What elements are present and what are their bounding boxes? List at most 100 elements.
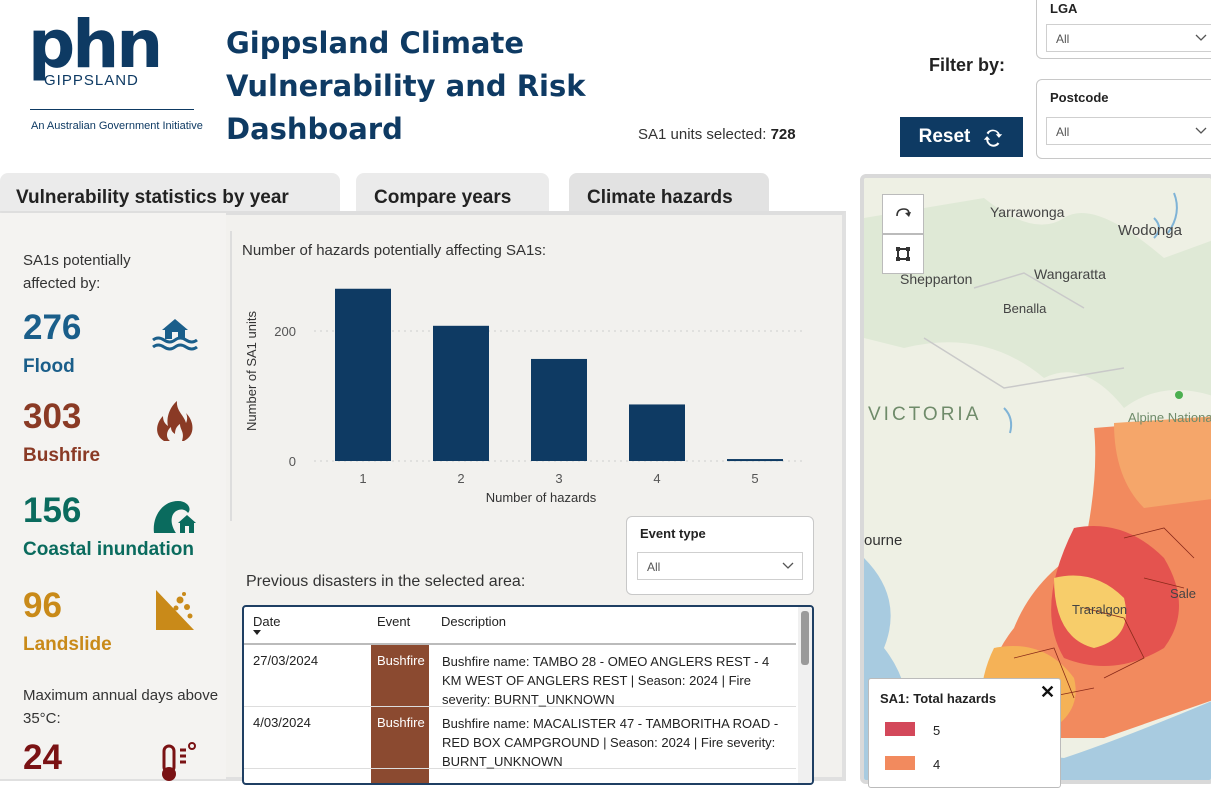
reset-label: Reset <box>918 126 971 147</box>
tab-climate-hazards[interactable]: Climate hazards <box>569 173 769 215</box>
column-date[interactable]: Date <box>253 614 281 629</box>
event-type-dropdown[interactable]: All <box>637 552 803 580</box>
event-type-title: Event type <box>640 526 706 541</box>
y-axis-label: Number of SA1 units <box>244 311 259 431</box>
row-description: Bushfire name: MACALISTER 47 - TAMBORITH… <box>442 716 779 769</box>
lga-title: LGA <box>1050 1 1078 16</box>
x-tick-label: 5 <box>751 471 758 486</box>
sa1-value: 728 <box>770 126 796 143</box>
coastal-label: Coastal inundation <box>23 539 194 560</box>
map-select-tool-button[interactable] <box>882 234 924 274</box>
map-legend: SA1: Total hazards ✕ 5 4 <box>868 678 1061 788</box>
y-tick-label: 0 <box>289 454 296 469</box>
map-label-traralgon: Traralgon <box>1072 602 1128 617</box>
bar-5 <box>727 459 783 462</box>
row-event-badge: Bushfire <box>371 645 429 706</box>
coastal-count: 156 <box>23 491 82 530</box>
filter-by-label: Filter by: <box>929 55 1006 75</box>
table-row[interactable] <box>244 769 796 783</box>
x-tick-label: 4 <box>653 471 660 486</box>
chevron-down-icon <box>1195 34 1207 41</box>
page-title: Gippsland Climate Vulnerability and Risk… <box>226 26 586 146</box>
postcode-title: Postcode <box>1050 90 1109 105</box>
map-label-shepparton: Shepparton <box>900 271 973 287</box>
rectangle-select-icon <box>896 247 910 261</box>
thermometer-icon <box>162 742 196 781</box>
undo-zoom-icon <box>896 208 911 217</box>
y-tick-label: 200 <box>274 324 296 339</box>
sa1-label: SA1 units selected: <box>638 126 767 143</box>
row-event-badge: Bushfire <box>371 707 429 768</box>
max-days-label: Maximum annual days above 35°C: <box>23 687 219 727</box>
map-label-yarrawonga: Yarrawonga <box>990 204 1065 220</box>
table-row[interactable]: 4/03/2024 Bushfire Bushfire name: MACALI… <box>244 707 796 769</box>
row-event-badge <box>371 769 429 783</box>
hazards-bar-chart: 0 200 1 2 3 4 5 Number of hazards Number of SA1 … <box>244 288 804 505</box>
map-label-sale: Sale <box>1170 586 1197 601</box>
table-row[interactable]: 27/03/2024 Bushfire Bushfire name: TAMBO… <box>244 645 796 707</box>
x-tick-label: 2 <box>457 471 464 486</box>
logo-phn-text: phn <box>28 6 163 83</box>
hazard-stats-column: SA1s potentially affected by: 276 Flood … <box>0 213 226 781</box>
bushfire-label: Bushfire <box>23 445 101 466</box>
stats-intro: SA1s potentially affected by: <box>23 252 131 292</box>
legend-swatch-4 <box>885 756 915 770</box>
lga-value: All <box>1056 32 1070 46</box>
postcode-dropdown[interactable]: All <box>1046 117 1211 145</box>
disasters-table: Date Event Description 27/03/2024 Bushfi… <box>242 605 814 785</box>
flood-house-icon <box>152 319 198 351</box>
chart-title: Number of hazards potentially affecting … <box>242 242 547 259</box>
legend-close-icon[interactable]: ✕ <box>1040 682 1056 702</box>
refresh-icon <box>984 129 1003 147</box>
table-header: Date Event Description <box>244 607 796 645</box>
x-tick-label: 1 <box>359 471 366 486</box>
fire-icon <box>157 401 193 441</box>
flood-count: 276 <box>23 308 82 347</box>
column-event[interactable]: Event <box>377 614 411 629</box>
map-label-alpine: Alpine Nationa <box>1128 410 1211 425</box>
event-type-filter: Event type All <box>626 516 814 595</box>
max-days-value: 24 <box>23 738 62 777</box>
bar-4 <box>629 404 685 461</box>
x-tick-label: 3 <box>555 471 562 486</box>
postcode-value: All <box>1056 125 1070 139</box>
reset-button[interactable]: Reset <box>900 117 1023 157</box>
landslide-label: Landslide <box>23 634 112 655</box>
bar-3 <box>531 358 587 461</box>
bushfire-count: 303 <box>23 397 82 436</box>
tab-vulnerability-statistics[interactable]: Vulnerability statistics by year <box>0 173 340 215</box>
x-axis-label: Number of hazards <box>486 490 597 505</box>
sa1-units-selected: SA1 units selected: 728 <box>638 126 796 143</box>
map-label-wodonga: Wodonga <box>1118 222 1182 239</box>
logo-region: GIPPSLAND <box>44 72 139 89</box>
lga-dropdown[interactable]: All <box>1046 24 1211 52</box>
legend-value-4: 4 <box>933 757 941 772</box>
flood-label: Flood <box>23 356 75 377</box>
event-type-value: All <box>647 560 661 574</box>
sort-desc-icon[interactable] <box>253 630 261 635</box>
lga-filter: LGA All <box>1036 0 1211 59</box>
legend-value-5: 5 <box>933 723 941 738</box>
chevron-down-icon <box>782 562 794 569</box>
phn-logo: phn GIPPSLAND An Australian Government I… <box>28 6 203 133</box>
tab-compare-years[interactable]: Compare years <box>356 173 549 215</box>
map-label-melbourne: ourne <box>864 532 903 549</box>
scroll-thumb[interactable] <box>801 611 809 665</box>
row-description: Bushfire name: TAMBO 28 - OMEO ANGLERS R… <box>442 654 770 707</box>
legend-swatch-5 <box>885 722 915 736</box>
hazard-map[interactable]: Yarrawonga Wodonga Shepparton Wangaratta… <box>860 174 1211 784</box>
row-date: 27/03/2024 <box>253 653 319 668</box>
disasters-title: Previous disasters in the selected area: <box>246 573 526 590</box>
map-label-benalla: Benalla <box>1003 301 1047 316</box>
column-description[interactable]: Description <box>441 614 507 629</box>
chevron-down-icon <box>1195 127 1207 134</box>
landslide-count: 96 <box>23 586 62 625</box>
logo-divider <box>30 109 194 110</box>
hazards-chart-area: Number of hazards potentially affecting … <box>230 231 840 521</box>
bar-1 <box>335 288 391 461</box>
row-date: 4/03/2024 <box>253 715 311 730</box>
coastal-wave-icon <box>153 501 196 533</box>
map-zoom-tool-button[interactable] <box>882 194 924 234</box>
table-scrollbar[interactable] <box>798 607 812 783</box>
landslide-icon <box>156 590 194 630</box>
